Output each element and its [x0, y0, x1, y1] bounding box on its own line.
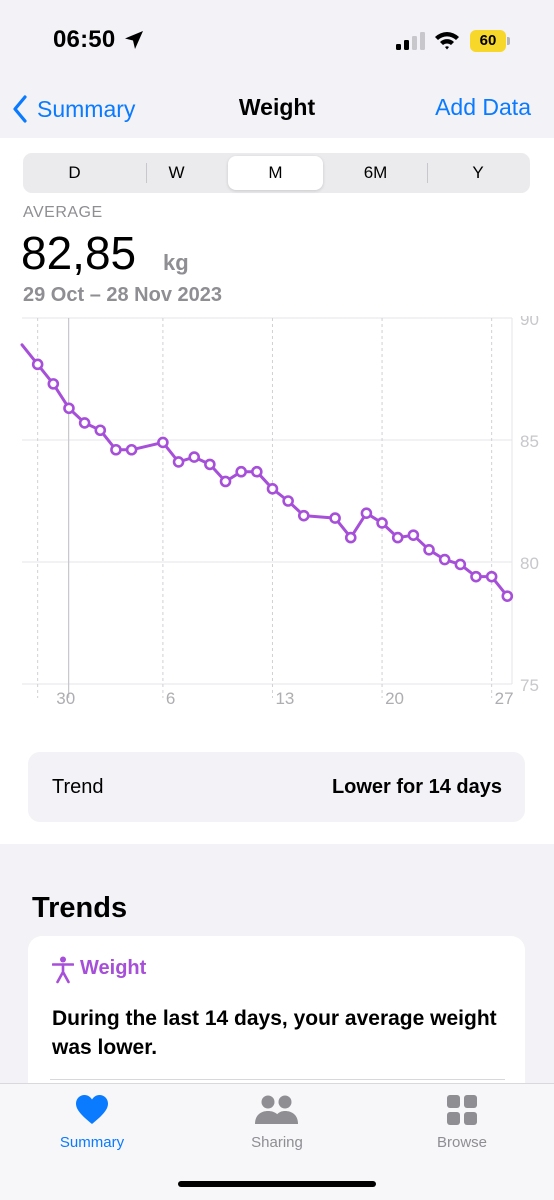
- data-point: [454, 558, 467, 571]
- average-label: AVERAGE: [23, 204, 103, 221]
- segment-year[interactable]: Y: [472, 163, 484, 182]
- trends-card-divider: [50, 1079, 505, 1080]
- tab-sharing[interactable]: Sharing: [185, 1084, 369, 1164]
- data-point: [407, 529, 420, 541]
- x-tick-label: 6: [166, 689, 175, 708]
- battery-body: [470, 30, 506, 52]
- tab-summary-label: Summary: [59, 1134, 125, 1151]
- x-tick-label: 13: [275, 689, 294, 708]
- tab-browse-label: Browse: [436, 1134, 488, 1151]
- data-point: [297, 509, 310, 522]
- data-point: [172, 456, 185, 468]
- trend-value: Lower for 14 days: [331, 776, 502, 798]
- data-point: [470, 570, 482, 583]
- x-tick-label: 20: [385, 689, 404, 708]
- tab-bar: Summary Sharing Browse: [0, 1083, 554, 1200]
- cellular-signal-icon: [396, 32, 425, 50]
- data-point: [251, 465, 263, 478]
- add-data-button[interactable]: Add Data: [435, 94, 531, 120]
- data-point: [344, 531, 357, 544]
- status-bar: 06:50 60: [0, 0, 554, 82]
- trend-row[interactable]: Trend Lower for 14 days: [28, 752, 525, 822]
- x-tick-label: 27: [495, 689, 514, 708]
- tab-sharing-label: Sharing: [251, 1134, 303, 1151]
- data-point: [360, 507, 373, 519]
- y-tick-label: 85: [520, 432, 539, 451]
- time-range-picker: D W M 6M Y: [23, 153, 530, 193]
- navigation-bar: Summary Weight Add Data: [0, 82, 554, 138]
- data-point: [266, 483, 279, 495]
- people-icon: [185, 1094, 369, 1126]
- page-title: Weight: [238, 94, 316, 120]
- data-point: [438, 553, 451, 566]
- data-point: [391, 531, 404, 544]
- weight-card: D W M 6M Y AVERAGE 82,85 kg 29 Oct – 28 …: [0, 138, 554, 844]
- trends-card-body: During the last 14 days, your average we…: [52, 1007, 497, 1059]
- y-tick-label: 80: [520, 554, 539, 573]
- data-point: [110, 443, 122, 456]
- person-figure-icon: [52, 956, 74, 984]
- y-tick-label: 75: [520, 676, 539, 695]
- location-arrow-icon: [125, 31, 143, 49]
- wifi-icon: [435, 32, 459, 50]
- data-point: [376, 517, 388, 529]
- tab-summary[interactable]: Summary: [0, 1084, 184, 1164]
- back-label: Summary: [37, 95, 136, 122]
- data-point: [78, 417, 91, 429]
- battery-indicator: 60: [470, 30, 510, 52]
- segment-week[interactable]: W: [168, 163, 185, 182]
- segment-six-month[interactable]: 6M: [363, 163, 388, 182]
- data-point: [125, 443, 138, 456]
- data-point: [204, 458, 216, 471]
- average-unit: kg: [163, 250, 189, 275]
- data-point: [219, 475, 232, 488]
- data-point: [157, 436, 169, 449]
- data-point: [63, 402, 75, 415]
- trend-label: Trend: [52, 776, 104, 798]
- segment-divider: [146, 163, 147, 183]
- weight-series-line: [20, 343, 509, 598]
- data-point: [423, 544, 435, 556]
- y-tick-label: 90: [520, 316, 539, 329]
- weight-chart[interactable]: 90 85 80 75 30 6 13 20 27: [0, 316, 554, 856]
- data-point: [47, 378, 60, 390]
- segment-month[interactable]: M: [228, 156, 323, 190]
- back-button[interactable]: Summary: [12, 92, 135, 126]
- battery-cap: [507, 37, 510, 45]
- data-point: [31, 358, 44, 371]
- segment-divider: [427, 163, 428, 183]
- data-point: [282, 495, 294, 507]
- trends-heading: Trends: [32, 892, 128, 924]
- data-point: [485, 570, 498, 583]
- status-time: 06:50: [53, 26, 116, 53]
- data-point: [235, 465, 247, 478]
- data-point: [94, 424, 107, 437]
- data-point: [329, 512, 341, 524]
- data-point: [501, 590, 514, 602]
- average-value: 82,85: [21, 227, 137, 279]
- date-range: 29 Oct – 28 Nov 2023: [23, 284, 223, 306]
- tab-browse[interactable]: Browse: [370, 1084, 554, 1164]
- battery-level: 60: [479, 32, 497, 49]
- chevron-left-icon: [13, 95, 27, 123]
- segment-day[interactable]: D: [68, 163, 81, 182]
- trends-card-title: Weight: [80, 957, 147, 979]
- x-tick-label: 30: [56, 689, 75, 708]
- home-indicator: [178, 1181, 376, 1187]
- heart-icon: [0, 1094, 184, 1126]
- data-point: [188, 451, 201, 463]
- grid-icon: [370, 1094, 554, 1126]
